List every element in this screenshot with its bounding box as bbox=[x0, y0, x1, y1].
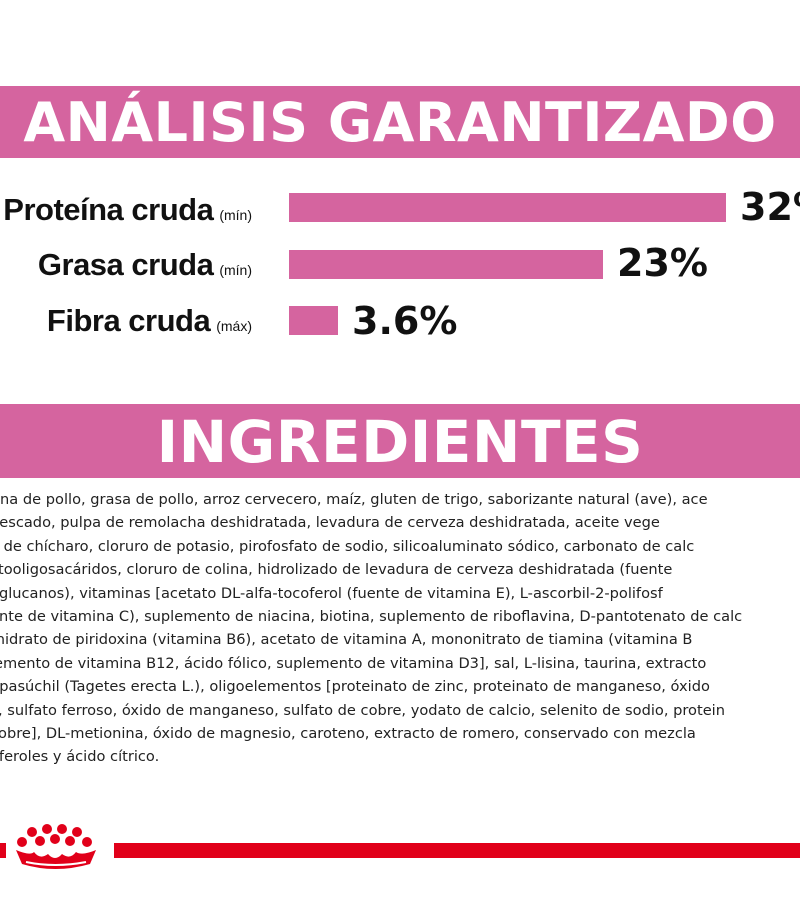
ingredients-line: a de chícharo, cloruro de potasio, pirof… bbox=[0, 537, 695, 555]
ingredients-title: INGREDIENTES bbox=[156, 408, 644, 476]
analysis-title: ANÁLISIS GARANTIZADO bbox=[23, 91, 777, 154]
royal-canin-crown-icon bbox=[16, 824, 96, 869]
ingredients-line: aglucanos), vitaminas [acetato DL-alfa-t… bbox=[0, 584, 663, 602]
protein-value: 32% bbox=[740, 185, 800, 229]
ingredients-line: ente de vitamina C), suplemento de niaci… bbox=[0, 608, 743, 626]
ingredients-text: rina de pollo, grasa de pollo, arroz cer… bbox=[0, 488, 800, 788]
protein-bar bbox=[289, 193, 726, 222]
fat-value: 23% bbox=[617, 241, 708, 285]
fiber-label: Fibra cruda (máx) bbox=[47, 303, 252, 339]
footer-rule bbox=[114, 843, 800, 858]
protein-label: Proteína cruda (mín) bbox=[3, 192, 252, 228]
ingredients-line: ctooligosacáridos, cloruro de colina, hi… bbox=[0, 561, 673, 579]
analysis-title-band: ANÁLISIS GARANTIZADO bbox=[0, 86, 800, 158]
fiber-value: 3.6% bbox=[352, 299, 458, 343]
ingredients-line: c, sulfato ferroso, óxido de manganeso, … bbox=[0, 701, 725, 719]
ingredients-line: lemento de vitamina B12, ácido fólico, s… bbox=[0, 654, 707, 672]
ingredients-title-band: INGREDIENTES bbox=[0, 404, 800, 478]
fat-qualifier: (mín) bbox=[219, 262, 252, 278]
ingredients-line: pescado, pulpa de remolacha deshidratada… bbox=[0, 514, 660, 532]
ingredients-line: rhidrato de piridoxina (vitamina B6), ac… bbox=[0, 631, 693, 649]
ingredients-line: oferoles y ácido cítrico. bbox=[0, 748, 160, 766]
fiber-bar bbox=[289, 306, 338, 335]
footer-rule-left bbox=[0, 843, 6, 858]
fiber-qualifier: (máx) bbox=[216, 318, 252, 334]
protein-qualifier: (mín) bbox=[219, 207, 252, 223]
fiber-name: Fibra cruda bbox=[46, 303, 211, 338]
fat-name: Grasa cruda bbox=[37, 247, 214, 282]
fat-label: Grasa cruda (mín) bbox=[38, 247, 252, 283]
ingredients-line: cobre], DL-metionina, óxido de magnesio,… bbox=[0, 725, 696, 743]
ingredients-line: rina de pollo, grasa de pollo, arroz cer… bbox=[0, 491, 708, 508]
protein-name: Proteína cruda bbox=[3, 192, 214, 227]
ingredients-line: npasúchil (Tagetes erecta L.), oligoelem… bbox=[0, 678, 710, 696]
fat-bar bbox=[289, 250, 603, 279]
